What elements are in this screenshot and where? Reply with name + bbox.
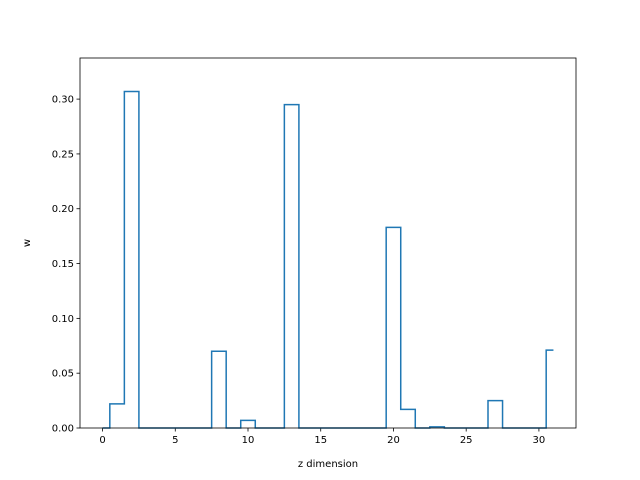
x-tick-label: 25 — [460, 435, 473, 446]
y-axis-ticks: 0.00 0.05 0.10 0.15 0.20 0.25 0.30 — [52, 95, 80, 435]
x-tick-label: 20 — [387, 435, 400, 446]
y-tick-label: 0.15 — [52, 259, 74, 270]
x-tick-label: 0 — [99, 435, 105, 446]
x-tick-label: 30 — [533, 435, 546, 446]
x-axis-label: z dimension — [298, 459, 358, 470]
plot-area-background — [80, 58, 576, 428]
y-axis-label: w — [22, 239, 33, 247]
y-tick-label: 0.00 — [52, 424, 74, 435]
y-tick-label: 0.30 — [52, 95, 74, 106]
x-tick-label: 15 — [314, 435, 327, 446]
plot-frame — [79, 57, 577, 429]
x-tick-label: 10 — [242, 435, 255, 446]
y-tick-label: 0.05 — [52, 369, 74, 380]
y-tick-label: 0.10 — [52, 314, 74, 325]
x-tick-label: 5 — [172, 435, 178, 446]
y-tick-label: 0.20 — [52, 204, 74, 215]
y-tick-label: 0.25 — [52, 149, 74, 160]
